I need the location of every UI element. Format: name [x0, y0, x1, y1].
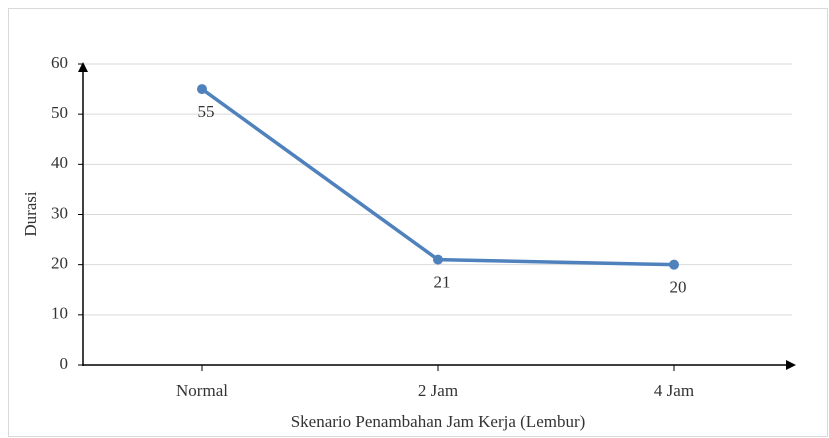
data-label: 20	[670, 278, 687, 297]
x-tick-label: 4 Jam	[654, 381, 694, 400]
data-point	[433, 254, 443, 265]
y-tick-label: 20	[51, 254, 68, 273]
y-tick-label: 30	[51, 203, 68, 222]
chart-frame	[8, 8, 828, 437]
x-axis-title: Skenario Penambahan Jam Kerja (Lembur)	[291, 412, 586, 431]
data-label: 55	[198, 102, 215, 121]
x-tick-label: 2 Jam	[418, 381, 458, 400]
y-tick-label: 10	[51, 304, 68, 323]
y-tick-label: 0	[60, 354, 69, 373]
y-tick-label: 60	[51, 53, 68, 72]
grid	[84, 63, 792, 316]
y-axis-title: Durasi	[21, 191, 40, 237]
data-label: 21	[434, 273, 451, 292]
data-point	[669, 259, 679, 270]
y-tick-label: 40	[51, 153, 68, 172]
y-tick-label: 50	[51, 103, 68, 122]
data-point	[197, 84, 207, 95]
x-tick-label: Normal	[176, 381, 228, 400]
